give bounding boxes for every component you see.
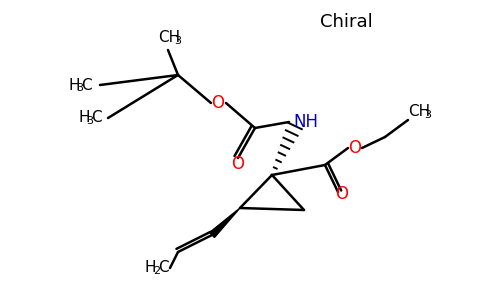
Text: O: O <box>335 185 348 203</box>
Text: C: C <box>158 260 168 275</box>
Text: 3: 3 <box>76 83 83 93</box>
Text: O: O <box>231 155 244 173</box>
Text: CH: CH <box>408 104 430 119</box>
Text: 2: 2 <box>153 266 160 276</box>
Text: C: C <box>81 77 91 92</box>
Text: H: H <box>68 77 79 92</box>
Polygon shape <box>210 208 240 238</box>
Text: H: H <box>78 110 90 125</box>
Text: NH: NH <box>293 113 318 131</box>
Text: H: H <box>145 260 156 275</box>
Text: O: O <box>212 94 225 112</box>
Text: O: O <box>348 139 362 157</box>
Text: 3: 3 <box>174 36 181 46</box>
Text: C: C <box>91 110 102 125</box>
Text: CH: CH <box>158 31 180 46</box>
Text: 3: 3 <box>86 116 93 126</box>
Text: Chiral: Chiral <box>320 13 373 31</box>
Text: 3: 3 <box>424 110 431 120</box>
